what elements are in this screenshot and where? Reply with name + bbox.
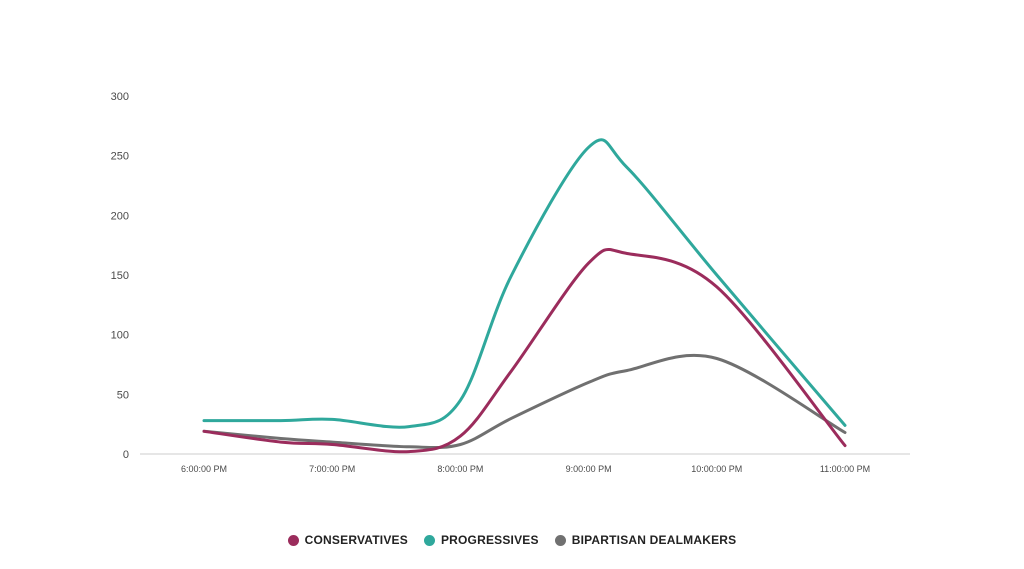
x-tick-label: 6:00:00 PM — [181, 464, 227, 474]
x-tick-label: 7:00:00 PM — [309, 464, 355, 474]
legend: CONSERVATIVES PROGRESSIVES BIPARTISAN DE… — [0, 533, 1024, 547]
series-line-progressives — [202, 138, 847, 429]
y-axis-ticks: 0 50 100 150 200 250 300 — [111, 91, 129, 461]
y-tick-label: 250 — [111, 151, 129, 163]
series-lines — [202, 138, 847, 454]
legend-label: BIPARTISAN DEALMAKERS — [571, 533, 737, 547]
legend-item-conservatives[interactable]: CONSERVATIVES — [287, 533, 408, 547]
legend-item-bipartisan-dealmakers[interactable]: BIPARTISAN DEALMAKERS — [554, 533, 737, 547]
y-tick-label: 100 — [111, 330, 129, 342]
y-tick-label: 150 — [111, 270, 129, 282]
x-axis-ticks: 6:00:00 PM 7:00:00 PM 8:00:00 PM 9:00:00 PM… — [181, 464, 870, 474]
legend-dot-icon — [554, 534, 566, 546]
y-tick-label: 300 — [111, 91, 129, 103]
y-tick-label: 0 — [123, 449, 129, 461]
series-line-conservatives — [202, 247, 847, 454]
legend-dot-icon — [423, 534, 435, 546]
series-line-bipartisan-dealmakers — [202, 353, 847, 450]
x-tick-label: 10:00:00 PM — [691, 464, 742, 474]
x-tick-label: 8:00:00 PM — [437, 464, 483, 474]
y-tick-label: 50 — [117, 389, 129, 401]
legend-label: PROGRESSIVES — [440, 533, 539, 547]
legend-item-progressives[interactable]: PROGRESSIVES — [423, 533, 539, 547]
y-tick-label: 200 — [111, 210, 129, 222]
x-tick-label: 11:00:00 PM — [820, 464, 870, 474]
legend-label: CONSERVATIVES — [304, 533, 408, 547]
x-tick-label: 9:00:00 PM — [566, 464, 612, 474]
legend-dot-icon — [287, 534, 299, 546]
